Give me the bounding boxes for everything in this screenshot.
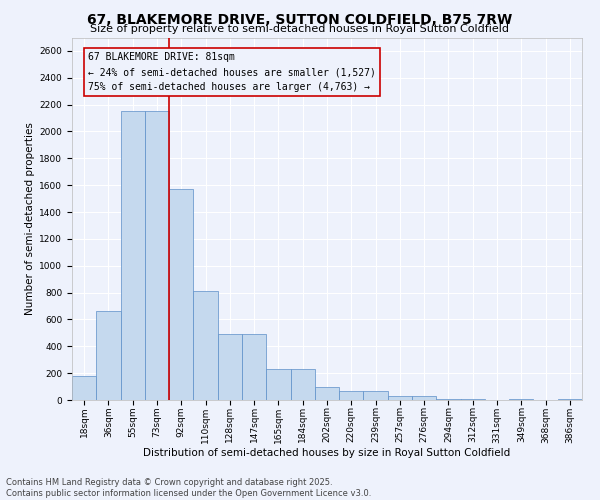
Bar [315,386,339,400]
Bar [193,292,218,400]
Bar [169,189,193,400]
Text: Contains HM Land Registry data © Crown copyright and database right 2025.
Contai: Contains HM Land Registry data © Crown c… [6,478,371,498]
Y-axis label: Number of semi-detached properties: Number of semi-detached properties [25,122,35,315]
Bar [218,334,242,400]
Bar [266,369,290,400]
X-axis label: Distribution of semi-detached houses by size in Royal Sutton Coldfield: Distribution of semi-detached houses by … [143,448,511,458]
Bar [461,398,485,400]
Text: 67, BLAKEMORE DRIVE, SUTTON COLDFIELD, B75 7RW: 67, BLAKEMORE DRIVE, SUTTON COLDFIELD, B… [88,12,512,26]
Bar [72,376,96,400]
Bar [388,396,412,400]
Bar [436,398,461,400]
Bar [145,112,169,400]
Bar [290,369,315,400]
Bar [96,312,121,400]
Bar [339,390,364,400]
Bar [364,390,388,400]
Bar [121,112,145,400]
Bar [412,396,436,400]
Bar [558,398,582,400]
Bar [242,334,266,400]
Text: 67 BLAKEMORE DRIVE: 81sqm
← 24% of semi-detached houses are smaller (1,527)
75% : 67 BLAKEMORE DRIVE: 81sqm ← 24% of semi-… [88,52,376,92]
Text: Size of property relative to semi-detached houses in Royal Sutton Coldfield: Size of property relative to semi-detach… [91,24,509,34]
